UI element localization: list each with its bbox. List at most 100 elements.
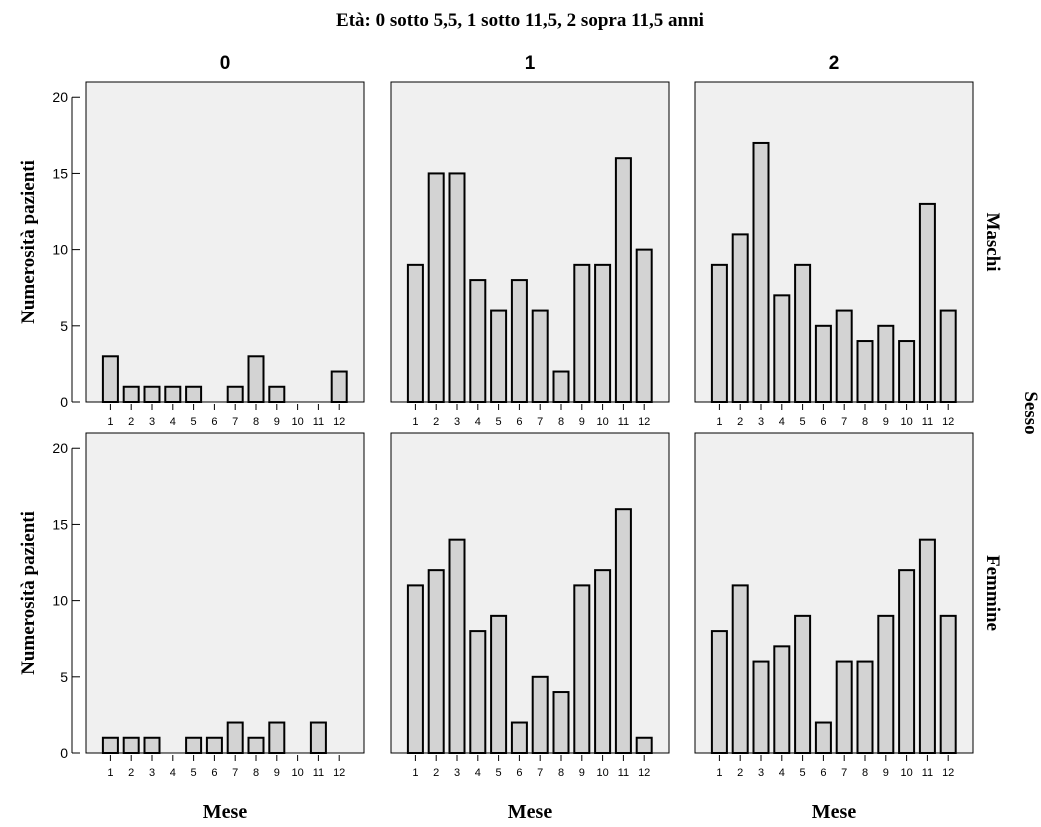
row-facet-title: Sesso [1020, 391, 1041, 434]
x-tick-label: 11 [618, 416, 629, 428]
bar-femmine-0-month-1 [101, 736, 119, 754]
bar-femmine-0-month-5 [185, 736, 203, 754]
bar-maschi-1-month-10 [594, 263, 612, 403]
bar-maschi-0-month-9 [268, 385, 286, 403]
bar-femmine-2-month-7 [835, 660, 853, 754]
x-tick-label: 5 [496, 416, 502, 428]
bar-maschi-0-month-5 [185, 385, 203, 403]
bar-maschi-0-month-3 [143, 385, 161, 403]
bar-maschi-1-month-3 [448, 172, 466, 403]
x-tick-label: 12 [638, 767, 650, 779]
x-tick-label: 5 [800, 767, 806, 779]
bar-femmine-2-month-10 [898, 569, 916, 755]
bar-femmine-1-month-12 [635, 736, 653, 754]
bar-femmine-0-month-11 [309, 721, 327, 754]
y-tick-label: 10 [52, 593, 68, 609]
x-tick-label: 3 [149, 767, 155, 779]
bar-maschi-2-month-8 [856, 340, 874, 403]
x-tick-label: 1 [716, 767, 722, 779]
x-tick-label: 10 [291, 416, 303, 428]
bar-femmine-0-month-7 [226, 721, 244, 754]
x-tick-label: 2 [737, 416, 743, 428]
bar-maschi-2-month-2 [731, 233, 749, 403]
bar-femmine-1-month-2 [427, 569, 445, 755]
x-tick-label: 2 [433, 767, 439, 779]
x-tick-label: 10 [596, 416, 608, 428]
bar-maschi-2-month-6 [814, 324, 832, 403]
bar-maschi-2-month-9 [877, 324, 895, 403]
x-tick-label: 6 [820, 767, 826, 779]
x-tick-label: 9 [883, 416, 889, 428]
panel-maschi-0 [85, 81, 365, 403]
chart-title: Età: 0 sotto 5,5, 1 sotto 11,5, 2 sopra … [336, 10, 704, 31]
y-tick-label: 0 [60, 394, 68, 410]
x-tick-label: 12 [942, 416, 954, 428]
x-tick-label: 6 [516, 767, 522, 779]
x-tick-label: 10 [291, 767, 303, 779]
bar-maschi-0-month-1 [101, 355, 119, 403]
x-tick-label: 11 [313, 767, 324, 779]
bar-maschi-2-month-4 [773, 294, 791, 404]
bar-femmine-1-month-1 [406, 584, 424, 755]
x-tick-label: 9 [274, 767, 280, 779]
bar-maschi-1-month-1 [406, 263, 424, 403]
x-tick-label: 4 [170, 416, 176, 428]
bar-femmine-1-month-7 [531, 675, 549, 754]
x-tick-label: 3 [758, 767, 764, 779]
x-axis-title: Mese [812, 801, 857, 823]
x-tick-label: 11 [618, 767, 629, 779]
x-tick-label: 2 [128, 416, 134, 428]
x-tick-label: 8 [862, 767, 868, 779]
y-tick-label: 20 [52, 440, 68, 456]
bar-femmine-1-month-4 [469, 630, 487, 754]
x-tick-label: 3 [454, 767, 460, 779]
x-tick-label: 1 [412, 767, 418, 779]
x-tick-label: 6 [516, 416, 522, 428]
y-tick-label: 0 [60, 745, 68, 761]
x-tick-label: 6 [211, 767, 217, 779]
x-tick-label: 8 [558, 767, 564, 779]
bar-femmine-2-month-1 [710, 630, 728, 754]
x-tick-label: 8 [253, 767, 259, 779]
bar-femmine-0-month-9 [268, 721, 286, 754]
x-tick-label: 5 [191, 767, 197, 779]
x-tick-label: 11 [922, 416, 933, 428]
x-tick-label: 7 [232, 767, 238, 779]
x-tick-label: 1 [107, 416, 113, 428]
x-tick-label: 2 [433, 416, 439, 428]
y-axis-title: Numerosità pazienti [18, 160, 39, 324]
x-tick-label: 8 [253, 416, 259, 428]
x-axis-title: Mese [508, 801, 553, 823]
bar-femmine-2-month-12 [939, 614, 957, 754]
x-tick-label: 8 [558, 416, 564, 428]
x-tick-label: 6 [211, 416, 217, 428]
bar-femmine-0-month-2 [122, 736, 140, 754]
y-axis-title: Numerosità pazienti [18, 511, 39, 675]
x-tick-label: 11 [922, 767, 933, 779]
x-tick-label: 10 [900, 416, 912, 428]
bar-femmine-2-month-9 [877, 614, 895, 754]
x-tick-label: 4 [475, 767, 481, 779]
x-tick-label: 12 [333, 767, 345, 779]
x-tick-label: 9 [579, 416, 585, 428]
y-tick-label: 5 [60, 669, 68, 685]
x-tick-label: 3 [149, 416, 155, 428]
x-tick-label: 12 [333, 416, 345, 428]
y-tick-label: 20 [52, 89, 68, 105]
x-tick-label: 12 [942, 767, 954, 779]
x-tick-label: 9 [579, 767, 585, 779]
row-label-femmine: Femmine [982, 555, 1003, 631]
y-tick-label: 10 [52, 242, 68, 258]
x-tick-label: 5 [191, 416, 197, 428]
bar-maschi-0-month-8 [247, 355, 265, 403]
bar-maschi-2-month-3 [752, 141, 770, 403]
row-label-maschi: Maschi [982, 212, 1003, 271]
x-tick-label: 8 [862, 416, 868, 428]
x-tick-label: 9 [883, 767, 889, 779]
bar-maschi-2-month-5 [794, 263, 812, 403]
bar-femmine-1-month-5 [490, 614, 508, 754]
bar-femmine-1-month-6 [510, 721, 528, 754]
x-tick-label: 4 [779, 767, 785, 779]
x-tick-label: 7 [537, 767, 543, 779]
